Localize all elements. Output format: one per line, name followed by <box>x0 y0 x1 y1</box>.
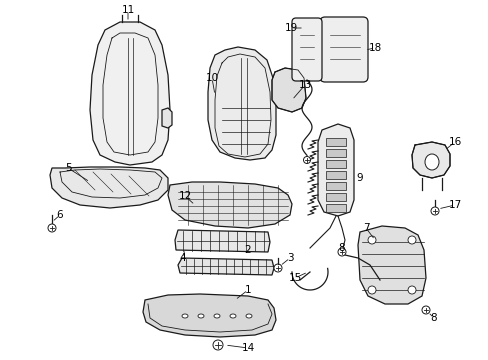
Text: 4: 4 <box>179 253 186 263</box>
Polygon shape <box>325 182 346 190</box>
Circle shape <box>421 306 429 314</box>
Ellipse shape <box>229 314 236 318</box>
Text: 14: 14 <box>241 343 254 353</box>
Polygon shape <box>168 182 291 228</box>
Circle shape <box>430 207 438 215</box>
Polygon shape <box>317 124 353 216</box>
Text: 17: 17 <box>447 200 461 210</box>
Text: 15: 15 <box>288 273 301 283</box>
Text: 3: 3 <box>286 253 293 263</box>
Text: 5: 5 <box>64 163 71 173</box>
Ellipse shape <box>245 314 251 318</box>
Polygon shape <box>142 294 275 337</box>
FancyBboxPatch shape <box>319 17 367 82</box>
Polygon shape <box>175 230 269 252</box>
Polygon shape <box>357 226 425 304</box>
Polygon shape <box>325 204 346 212</box>
Circle shape <box>48 224 56 232</box>
Text: 1: 1 <box>244 285 251 295</box>
Ellipse shape <box>198 314 203 318</box>
Text: 12: 12 <box>178 191 191 201</box>
FancyBboxPatch shape <box>291 18 321 81</box>
Text: 18: 18 <box>367 43 381 53</box>
Polygon shape <box>178 258 273 275</box>
Text: 2: 2 <box>244 245 251 255</box>
Text: 7: 7 <box>362 223 368 233</box>
Text: 10: 10 <box>205 73 218 83</box>
Polygon shape <box>325 138 346 146</box>
Text: 16: 16 <box>447 137 461 147</box>
Ellipse shape <box>214 314 220 318</box>
Polygon shape <box>207 47 275 160</box>
Text: 8: 8 <box>338 243 345 253</box>
Ellipse shape <box>182 314 187 318</box>
Polygon shape <box>90 22 170 165</box>
Polygon shape <box>325 171 346 179</box>
Text: 19: 19 <box>284 23 297 33</box>
Circle shape <box>337 248 346 256</box>
Circle shape <box>407 236 415 244</box>
Polygon shape <box>411 142 449 178</box>
Text: 6: 6 <box>57 210 63 220</box>
Text: 8: 8 <box>430 313 436 323</box>
Polygon shape <box>325 193 346 201</box>
Polygon shape <box>325 160 346 168</box>
Circle shape <box>367 286 375 294</box>
Circle shape <box>303 157 310 163</box>
Polygon shape <box>50 167 168 208</box>
Circle shape <box>213 340 223 350</box>
Polygon shape <box>271 68 305 112</box>
Ellipse shape <box>424 154 438 170</box>
Text: 13: 13 <box>298 80 311 90</box>
Text: 9: 9 <box>356 173 363 183</box>
Circle shape <box>273 264 282 272</box>
Circle shape <box>407 286 415 294</box>
Polygon shape <box>325 149 346 157</box>
Polygon shape <box>162 108 172 128</box>
Text: 11: 11 <box>121 5 134 15</box>
Circle shape <box>367 236 375 244</box>
